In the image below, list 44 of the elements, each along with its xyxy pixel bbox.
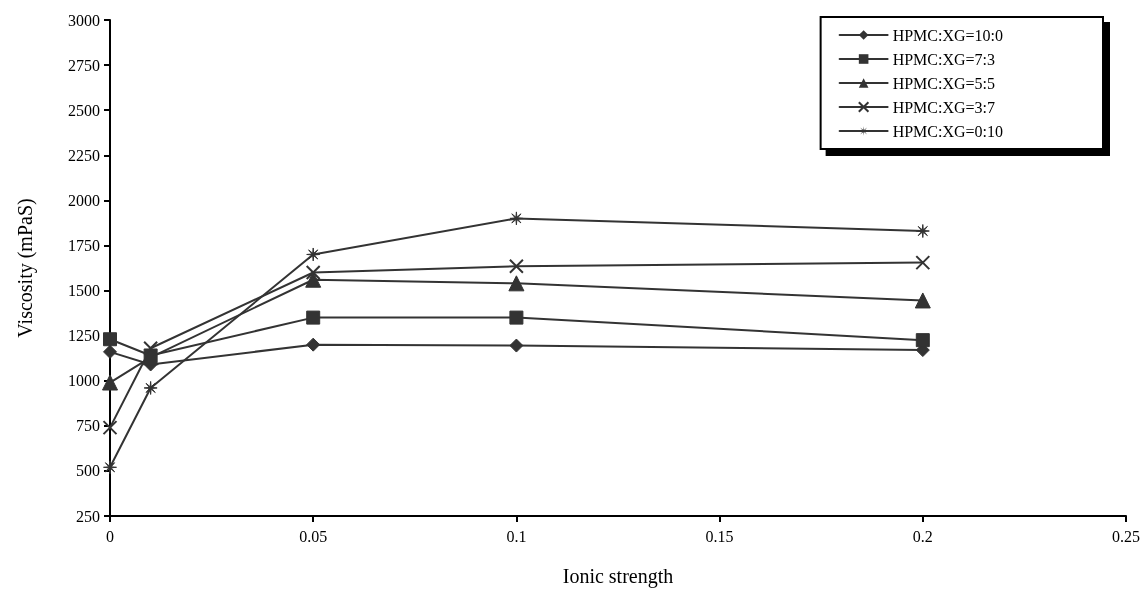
point xyxy=(915,255,931,271)
y-tick-label: 3000 xyxy=(68,11,100,29)
x-tick-label: 0.1 xyxy=(506,527,527,545)
x-tick-label: 0.2 xyxy=(912,527,933,545)
y-tick-label: 2750 xyxy=(68,56,100,74)
x-tick-label: 0.05 xyxy=(299,527,328,545)
y-tick-label: 250 xyxy=(76,507,100,525)
x-axis-title: Ionic strength xyxy=(562,565,674,588)
x-tick-label: 0.25 xyxy=(1112,527,1140,545)
legend-label: HPMC:XG=3:7 xyxy=(892,98,995,116)
y-tick-label: 1250 xyxy=(68,327,100,345)
point xyxy=(103,460,117,475)
point xyxy=(508,275,525,292)
legend-label: HPMC:XG=0:10 xyxy=(892,122,1003,140)
y-tick-label: 2250 xyxy=(68,146,100,164)
y-tick-label: 2500 xyxy=(68,101,100,119)
legend-label: HPMC:XG=7:3 xyxy=(892,50,995,68)
y-tick-label: 2000 xyxy=(68,191,100,209)
point xyxy=(306,247,321,262)
point xyxy=(306,337,321,352)
point xyxy=(914,292,931,309)
point xyxy=(102,420,118,436)
point xyxy=(509,211,524,226)
y-tick-label: 500 xyxy=(76,462,100,480)
y-tick-label: 1500 xyxy=(68,282,100,300)
point xyxy=(306,310,321,325)
point xyxy=(305,265,321,281)
point xyxy=(915,333,930,348)
y-tick-label: 750 xyxy=(76,417,100,435)
point xyxy=(102,374,118,391)
y-axis-title: Viscosity (mPaS) xyxy=(14,198,37,338)
legend-label: HPMC:XG=10:0 xyxy=(892,26,1003,44)
point xyxy=(508,258,524,274)
y-tick-label: 1750 xyxy=(68,236,100,254)
point xyxy=(143,380,158,395)
point xyxy=(103,344,117,359)
x-tick-label: 0 xyxy=(106,527,114,545)
y-tick-label: 1000 xyxy=(68,372,100,390)
point xyxy=(509,310,524,325)
point xyxy=(103,332,117,347)
point xyxy=(509,338,524,353)
point xyxy=(915,224,930,239)
legend-label: HPMC:XG=5:5 xyxy=(892,74,995,92)
x-tick-label: 0.15 xyxy=(705,527,734,545)
